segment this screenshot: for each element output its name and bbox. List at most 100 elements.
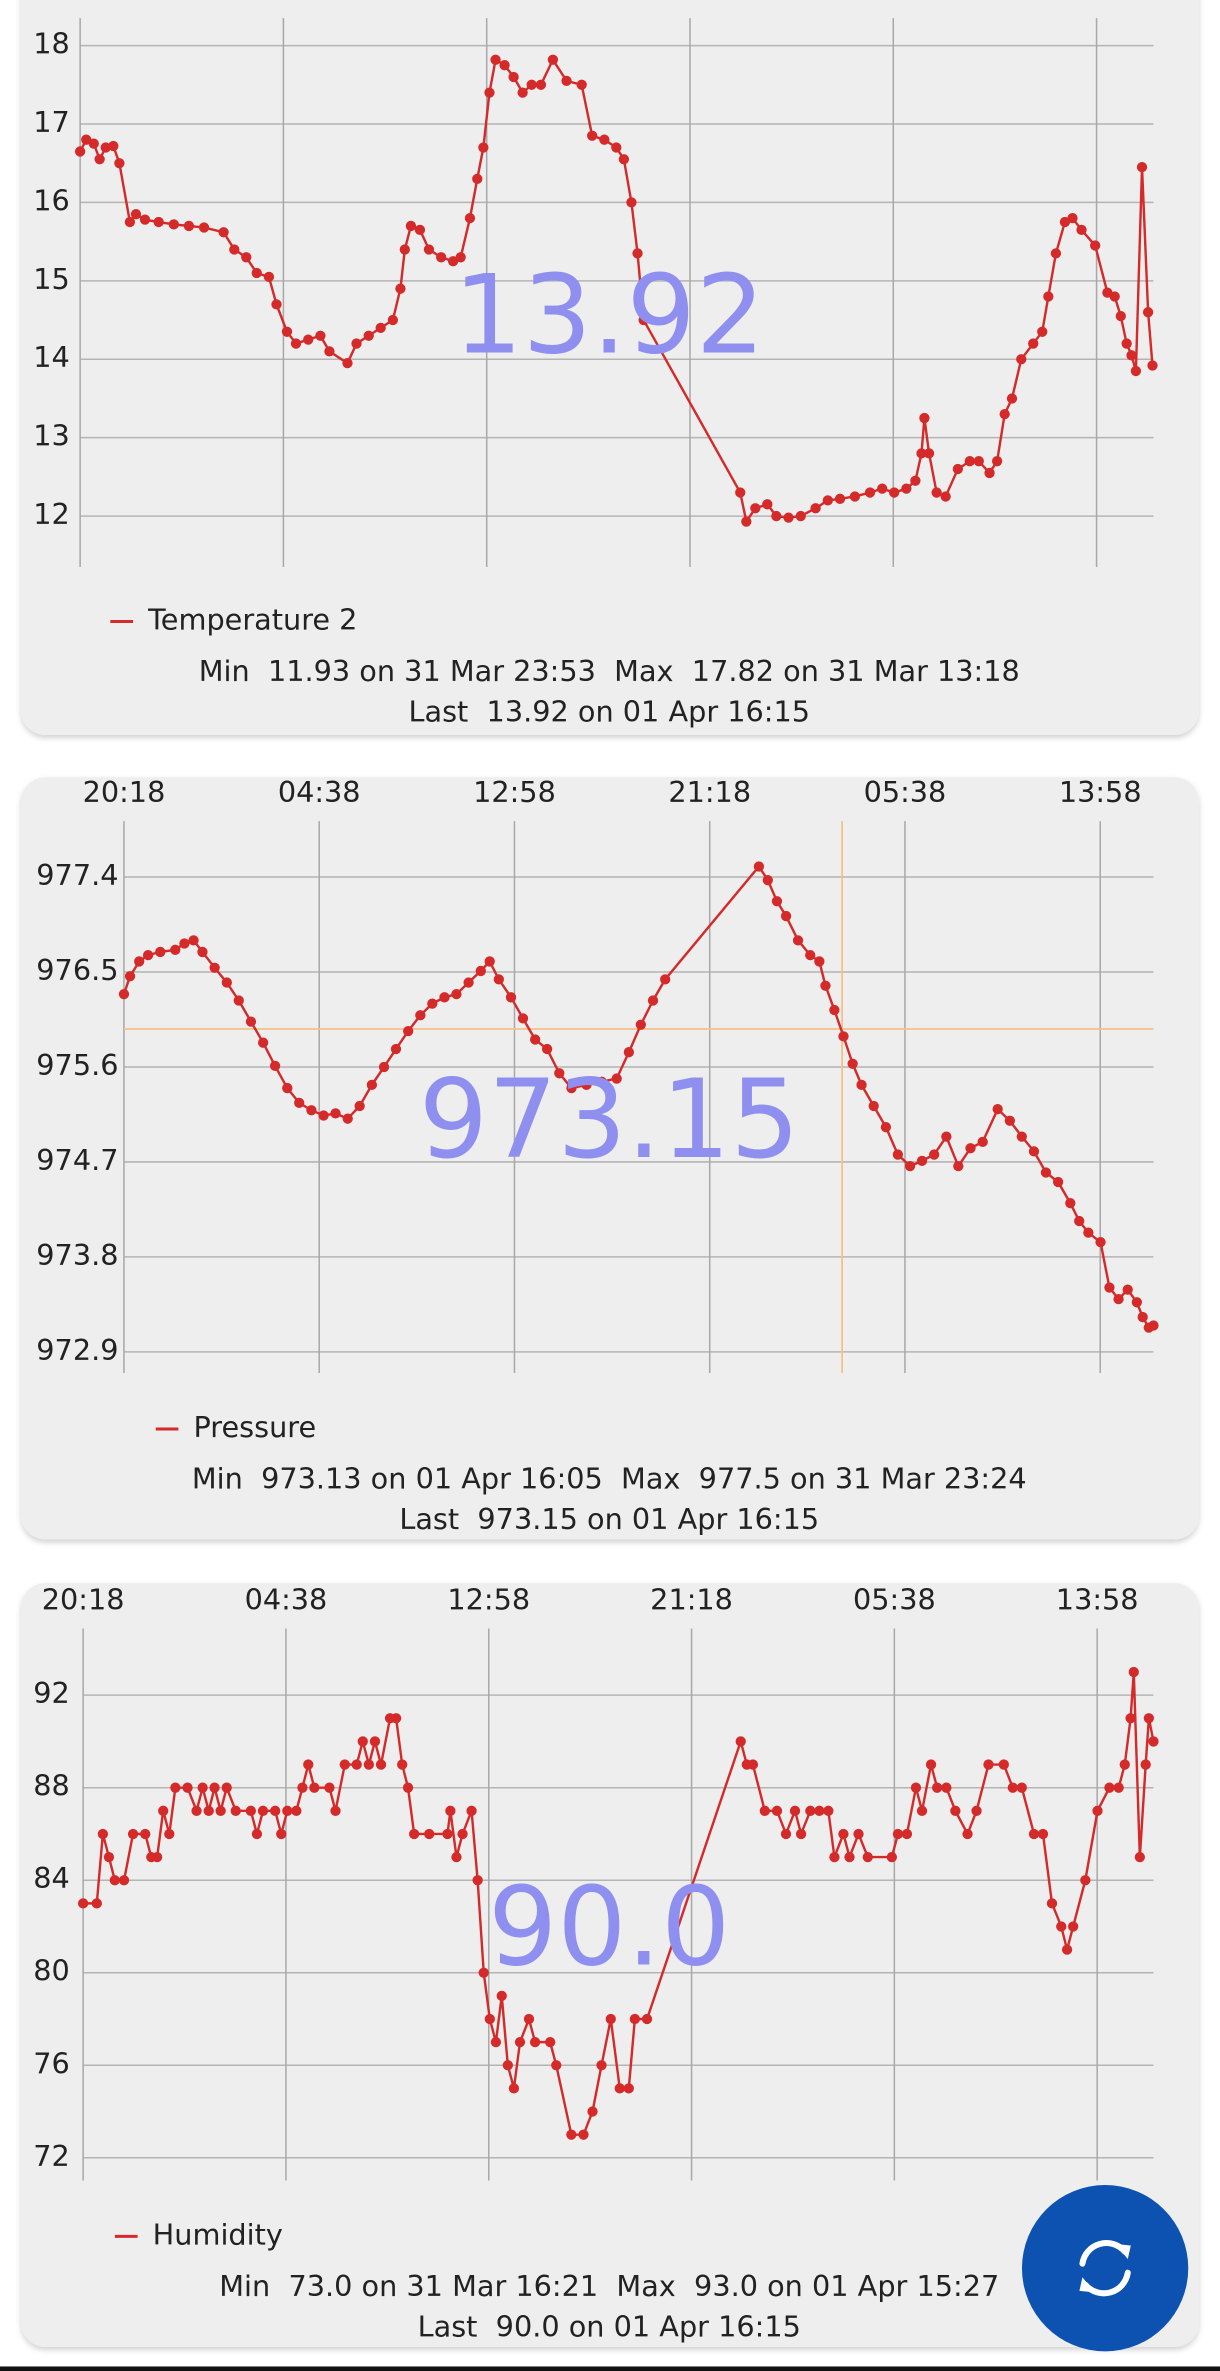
data-point: [484, 2013, 495, 2025]
data-point: [741, 516, 752, 527]
data-point: [330, 1805, 341, 1816]
card-background: [21, 0, 1199, 735]
data-point: [493, 974, 504, 985]
data-point: [257, 1037, 269, 1048]
x-tick-label: 21:18: [650, 1582, 733, 1616]
data-point: [170, 944, 181, 955]
data-point: [1092, 1805, 1103, 1816]
stat-last-label: Last: [399, 1502, 459, 1536]
x-tick-label: 21:18: [668, 775, 751, 809]
data-point: [451, 989, 462, 1000]
data-point: [886, 1851, 898, 1863]
data-point: [324, 1782, 335, 1793]
data-point: [611, 142, 622, 153]
data-point: [241, 252, 252, 263]
data-point: [623, 1047, 635, 1058]
data-point: [188, 935, 199, 946]
data-point: [834, 493, 846, 504]
data-point: [251, 267, 262, 279]
stat-max-label: Max: [616, 2269, 675, 2303]
data-point: [124, 216, 136, 228]
data-point: [475, 965, 486, 977]
y-tick-label: 972.9: [36, 1333, 118, 1367]
data-point: [1109, 291, 1120, 302]
data-point: [209, 1782, 220, 1793]
data-point: [282, 1082, 293, 1094]
data-point: [351, 338, 362, 349]
refresh-button[interactable]: [1021, 2185, 1189, 2352]
data-point: [269, 1060, 281, 1072]
data-point: [618, 154, 630, 165]
data-point: [771, 896, 783, 907]
data-point: [611, 1073, 622, 1084]
data-point: [814, 1805, 825, 1816]
data-point: [1134, 1851, 1145, 1863]
data-point: [271, 299, 282, 310]
data-point: [1016, 354, 1027, 365]
data-point: [203, 1805, 214, 1816]
data-point: [547, 54, 559, 65]
data-point: [464, 212, 476, 224]
data-point: [342, 358, 353, 369]
data-point: [750, 503, 761, 514]
data-point: [405, 220, 417, 232]
y-tick-label: 76: [33, 2046, 70, 2080]
data-point: [1061, 1944, 1073, 1955]
data-point: [142, 949, 154, 961]
data-point: [847, 1058, 858, 1069]
data-point: [1004, 1115, 1015, 1126]
data-point: [233, 995, 244, 1006]
data-point: [499, 60, 510, 71]
data-point: [221, 977, 232, 988]
data-point: [952, 463, 963, 475]
legend-label: Temperature 2: [147, 602, 357, 636]
data-point: [983, 1759, 994, 1770]
data-point: [971, 1805, 982, 1816]
data-point: [1050, 248, 1062, 259]
data-point: [795, 510, 806, 522]
data-point: [991, 456, 1003, 467]
data-point: [445, 1805, 456, 1816]
data-point: [324, 346, 335, 357]
stat-min-label: Min: [219, 2269, 270, 2303]
data-point: [925, 1759, 937, 1770]
data-point: [390, 1043, 402, 1055]
data-point: [423, 244, 435, 255]
data-point: [1104, 1782, 1115, 1793]
data-point: [1043, 291, 1054, 302]
data-point: [856, 1079, 867, 1091]
data-point: [792, 935, 804, 946]
data-point: [276, 1828, 287, 1840]
data-point: [442, 1828, 453, 1840]
data-point: [753, 861, 765, 872]
data-point: [541, 1043, 553, 1055]
data-point: [424, 1828, 435, 1840]
stat-min-label: Min: [199, 654, 250, 688]
data-point: [1006, 393, 1018, 404]
data-point: [901, 1828, 913, 1840]
data-point: [245, 1016, 257, 1027]
data-point: [118, 1875, 130, 1886]
data-point: [759, 1805, 770, 1816]
data-point: [814, 956, 825, 967]
y-tick-label: 72: [33, 2139, 70, 2173]
data-point: [517, 1013, 529, 1024]
data-point: [342, 1113, 353, 1124]
data-point: [502, 2060, 513, 2071]
chart-card: 72 76 80 84 88 92 20:18 04:38 12:58 21:18 05:38 13:…: [21, 1582, 1199, 2347]
data-point: [931, 1782, 943, 1793]
y-tick-label: 973.8: [36, 1238, 118, 1272]
data-point: [892, 1149, 904, 1160]
data-point: [953, 1161, 964, 1172]
data-point: [263, 271, 275, 283]
data-point: [508, 2083, 520, 2094]
data-point: [1113, 1782, 1124, 1793]
data-point: [363, 1759, 375, 1770]
data-point: [545, 2037, 556, 2048]
data-point: [439, 992, 450, 1003]
fab[interactable]: [1021, 2185, 1189, 2352]
data-point: [940, 491, 951, 502]
data-point: [1147, 360, 1158, 371]
data-point: [463, 977, 474, 988]
data-point: [1083, 1227, 1094, 1238]
